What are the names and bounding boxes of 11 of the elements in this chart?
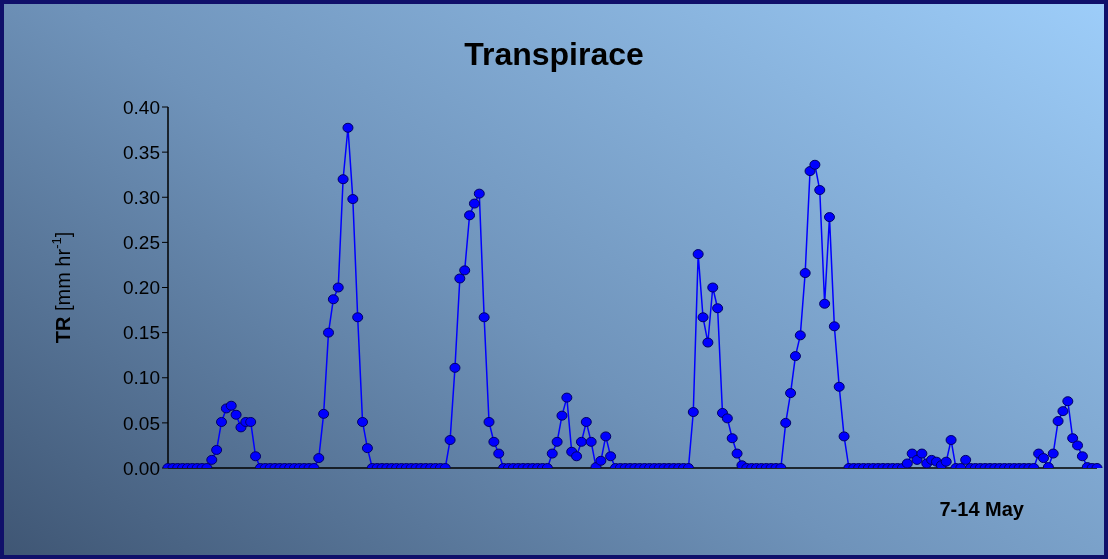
y-tick-label: 0.15 (123, 322, 160, 344)
y-tick-label: 0.05 (123, 412, 160, 434)
y-tick-label: 0.40 (123, 96, 160, 118)
y-tick-label: 0.25 (123, 232, 160, 254)
y-tick-label: 0.35 (123, 141, 160, 163)
y-tick-label: 0.10 (123, 367, 160, 389)
y-tick-label: 0.00 (123, 457, 160, 479)
y-tick-label: 0.30 (123, 186, 160, 208)
y-tick-label: 0.20 (123, 277, 160, 299)
x-axis-title: 7-14 May (939, 498, 1024, 521)
chart-title: Transpirace (463, 36, 645, 73)
